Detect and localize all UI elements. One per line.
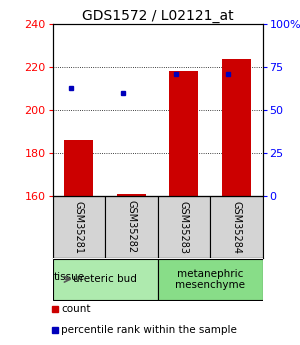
Text: ureteric bud: ureteric bud [73,274,137,284]
Text: metanephric
mesenchyme: metanephric mesenchyme [175,268,245,290]
Text: percentile rank within the sample: percentile rank within the sample [61,325,237,335]
Text: GSM35282: GSM35282 [126,200,136,254]
Text: GSM35284: GSM35284 [231,200,241,254]
Bar [210,196,262,258]
Text: GSM35281: GSM35281 [74,200,84,254]
Title: GDS1572 / L02121_at: GDS1572 / L02121_at [82,9,233,23]
Bar [222,59,251,196]
Bar [169,71,198,196]
Bar [52,196,105,258]
Bar [105,196,158,258]
Bar [117,194,146,196]
Text: tissue: tissue [53,272,85,282]
Text: count: count [61,304,91,314]
Bar [64,140,93,196]
Bar [158,196,210,258]
Bar [52,259,158,300]
Text: GSM35283: GSM35283 [179,200,189,254]
Bar [158,259,262,300]
